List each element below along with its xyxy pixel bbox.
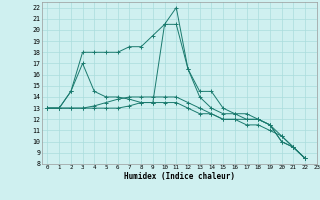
- X-axis label: Humidex (Indice chaleur): Humidex (Indice chaleur): [124, 172, 235, 181]
